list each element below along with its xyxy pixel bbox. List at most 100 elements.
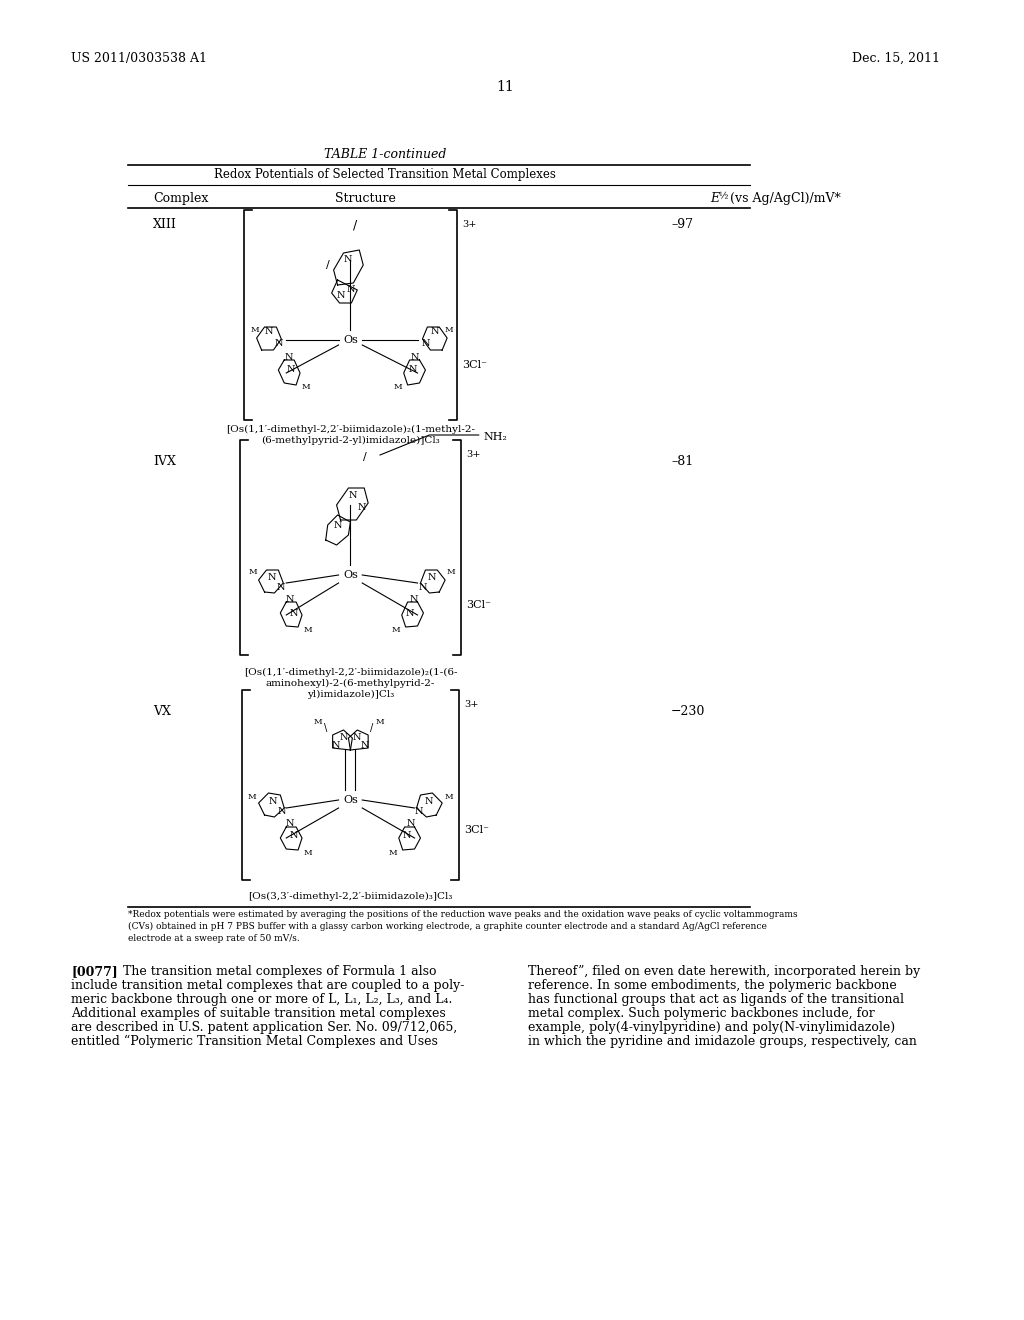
Text: Redox Potentials of Selected Transition Metal Complexes: Redox Potentials of Selected Transition …: [214, 168, 556, 181]
Text: Os: Os: [343, 570, 357, 579]
Text: N: N: [360, 741, 370, 750]
Text: Dec. 15, 2011: Dec. 15, 2011: [852, 51, 940, 65]
Text: M: M: [248, 793, 256, 801]
Text: M: M: [249, 568, 257, 576]
Text: US 2011/0303538 A1: US 2011/0303538 A1: [71, 51, 207, 65]
Text: The transition metal complexes of Formula 1 also: The transition metal complexes of Formul…: [111, 965, 436, 978]
Text: E: E: [711, 191, 720, 205]
Text: /: /: [353, 219, 357, 231]
Text: yl)imidazole)]Cl₃: yl)imidazole)]Cl₃: [307, 690, 394, 700]
Text: Thereof”, filed on even date herewith, incorporated herein by: Thereof”, filed on even date herewith, i…: [528, 965, 921, 978]
Text: 3+: 3+: [466, 450, 480, 459]
Text: M: M: [313, 718, 323, 726]
Text: –97: –97: [671, 218, 693, 231]
Text: Additional examples of suitable transition metal complexes: Additional examples of suitable transiti…: [71, 1007, 445, 1020]
Text: (CVs) obtained in pH 7 PBS buffer with a glassy carbon working electrode, a grap: (CVs) obtained in pH 7 PBS buffer with a…: [128, 921, 767, 931]
Text: Os: Os: [343, 335, 357, 345]
Text: M: M: [304, 626, 312, 634]
Text: N: N: [409, 366, 417, 375]
Text: in which the pyridine and imidazole groups, respectively, can: in which the pyridine and imidazole grou…: [528, 1035, 916, 1048]
Text: Structure: Structure: [335, 191, 395, 205]
Text: 11: 11: [497, 81, 514, 94]
Text: IVX: IVX: [153, 455, 176, 469]
Text: *Redox potentials were estimated by averaging the positions of the reduction wav: *Redox potentials were estimated by aver…: [128, 909, 798, 919]
Text: /: /: [364, 451, 367, 462]
Text: N: N: [428, 573, 436, 582]
Text: reference. In some embodiments, the polymeric backbone: reference. In some embodiments, the poly…: [528, 979, 897, 993]
Text: N: N: [334, 520, 342, 529]
Text: M: M: [302, 383, 310, 391]
Text: N: N: [407, 818, 415, 828]
Text: N: N: [415, 807, 423, 816]
Text: are described in U.S. patent application Ser. No. 09/712,065,: are described in U.S. patent application…: [71, 1020, 458, 1034]
Text: M: M: [393, 383, 402, 391]
Text: N: N: [353, 733, 361, 742]
Text: entitled “Polymeric Transition Metal Complexes and Uses: entitled “Polymeric Transition Metal Com…: [71, 1035, 438, 1048]
Text: N: N: [267, 573, 275, 582]
Text: Complex: Complex: [153, 191, 208, 205]
Text: [0077]: [0077]: [71, 965, 118, 978]
Text: metal complex. Such polymeric backbones include, for: metal complex. Such polymeric backbones …: [528, 1007, 874, 1020]
Text: N: N: [418, 583, 427, 593]
Text: N: N: [287, 366, 296, 375]
Text: /: /: [326, 260, 330, 271]
Text: N: N: [348, 491, 356, 500]
Text: N: N: [343, 256, 351, 264]
Text: M: M: [250, 326, 259, 334]
Text: [Os(3,3′-dimethyl-2,2′-biimidazole)₃]Cl₃: [Os(3,3′-dimethyl-2,2′-biimidazole)₃]Cl₃: [248, 892, 453, 902]
Text: N: N: [424, 796, 432, 805]
Text: N: N: [278, 583, 286, 593]
Text: N: N: [264, 327, 272, 337]
Text: meric backbone through one or more of L, L₁, L₂, L₃, and L₄.: meric backbone through one or more of L,…: [71, 993, 453, 1006]
Text: Os: Os: [343, 795, 357, 805]
Text: N: N: [290, 830, 298, 840]
Text: N: N: [290, 609, 298, 618]
Text: 3Cl⁻: 3Cl⁻: [462, 360, 487, 370]
Text: N: N: [286, 818, 295, 828]
Text: N: N: [346, 285, 354, 294]
Text: M: M: [376, 718, 384, 726]
Text: N: N: [268, 796, 276, 805]
Text: TABLE 1-continued: TABLE 1-continued: [324, 148, 446, 161]
Text: 3Cl⁻: 3Cl⁻: [466, 601, 490, 610]
Text: N: N: [279, 807, 287, 816]
Text: (vs Ag/AgCl)/mV*: (vs Ag/AgCl)/mV*: [730, 191, 841, 205]
Text: M: M: [444, 326, 454, 334]
Text: electrode at a sweep rate of 50 mV/s.: electrode at a sweep rate of 50 mV/s.: [128, 935, 300, 942]
Text: 3+: 3+: [462, 220, 476, 228]
Text: M: M: [388, 849, 397, 857]
Text: N: N: [358, 503, 367, 512]
Text: −230: −230: [671, 705, 706, 718]
Text: example, poly(4-vinylpyridine) and poly(N-vinylimidazole): example, poly(4-vinylpyridine) and poly(…: [528, 1020, 895, 1034]
Text: [Os(1,1′-dimethyl-2,2′-biimidazole)₂(1-(6-: [Os(1,1′-dimethyl-2,2′-biimidazole)₂(1-(…: [244, 668, 457, 677]
Text: N: N: [332, 741, 340, 750]
Text: include transition metal complexes that are coupled to a poly-: include transition metal complexes that …: [71, 979, 465, 993]
Text: M: M: [304, 849, 312, 857]
Text: –81: –81: [671, 455, 693, 469]
Text: N: N: [410, 595, 418, 605]
Text: (6-methylpyrid-2-yl)imidazole)]Cl₃: (6-methylpyrid-2-yl)imidazole)]Cl₃: [261, 436, 439, 445]
Text: /: /: [371, 723, 374, 733]
Text: M: M: [444, 793, 454, 801]
Text: aminohexyl)-2-(6-methylpyrid-2-: aminohexyl)-2-(6-methylpyrid-2-: [265, 678, 435, 688]
Text: N: N: [336, 290, 345, 300]
Text: N: N: [285, 352, 294, 362]
Text: N: N: [402, 830, 411, 840]
Text: M: M: [391, 626, 400, 634]
Text: N: N: [339, 733, 348, 742]
Text: ½: ½: [719, 191, 728, 201]
Text: N: N: [274, 338, 283, 347]
Text: \: \: [325, 723, 328, 733]
Text: N: N: [411, 352, 419, 362]
Text: 3+: 3+: [464, 700, 478, 709]
Text: N: N: [406, 609, 414, 618]
Text: has functional groups that act as ligands of the transitional: has functional groups that act as ligand…: [528, 993, 904, 1006]
Text: 3Cl⁻: 3Cl⁻: [464, 825, 488, 836]
Text: [Os(1,1′-dimethyl-2,2′-biimidazole)₂(1-methyl-2-: [Os(1,1′-dimethyl-2,2′-biimidazole)₂(1-m…: [226, 425, 475, 434]
Text: N: N: [286, 595, 295, 605]
Text: N: N: [421, 338, 430, 347]
Text: XIII: XIII: [153, 218, 177, 231]
Text: NH₂: NH₂: [483, 432, 508, 442]
Text: M: M: [446, 568, 456, 576]
Text: N: N: [431, 327, 439, 337]
